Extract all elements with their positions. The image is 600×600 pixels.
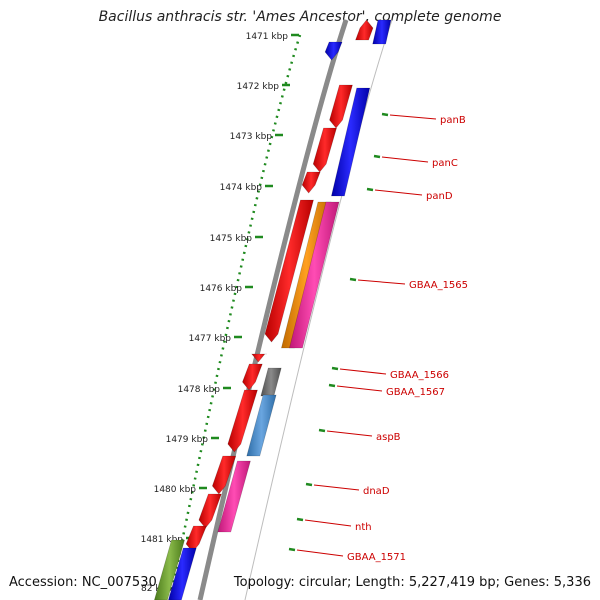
scale-tick-label: 82 kbp [141,584,172,594]
gene-label-leader [374,189,423,196]
gene-feature[interactable] [246,394,277,457]
gene-label[interactable]: GBAA_1566 [390,370,449,381]
gene-label-leader [296,549,344,557]
gene-feature[interactable] [154,539,185,600]
gene-label-tick [305,482,313,487]
gene-label-leader [304,519,352,527]
gene-labels: panB panC panD GBAA_1565 GBAA_1566 GBAA_1567a… [288,112,468,563]
genome-title: Bacillus anthracis str. 'Ames Ancestor',… [98,9,502,25]
gene-feature[interactable] [301,171,321,194]
gene-feature[interactable] [355,19,374,41]
scale-tick-label: 1481 kbp [141,535,184,545]
gene-label[interactable]: panD [426,191,453,202]
gene-label-tick [296,517,304,522]
gene-feature[interactable] [251,353,267,363]
gene-label[interactable]: GBAA_1567 [386,387,445,398]
lane-border [244,19,393,600]
gene-label[interactable]: dnaD [363,486,390,497]
gene-feature[interactable] [212,455,237,495]
scale-tick-label: 1477 kbp [189,334,232,344]
gene-label[interactable]: GBAA_1565 [409,280,468,291]
scale-tick-label: 1476 kbp [200,284,243,294]
gene-label-leader [339,368,387,375]
gene-feature[interactable] [217,460,251,533]
gene-feature[interactable] [227,389,258,453]
gene-label-tick [318,428,326,433]
gene-label-tick [381,112,389,117]
gene-feature[interactable] [198,493,222,529]
gene-label-leader [336,385,383,392]
gene-feature[interactable] [329,84,353,129]
gene-label-leader [326,430,373,437]
gene-label-tick [349,277,357,282]
gene-features [154,19,392,600]
gene-feature[interactable] [372,19,392,45]
gene-feature[interactable] [264,199,314,343]
gene-feature[interactable] [260,367,282,397]
scale-tick-label: 1480 kbp [154,485,197,495]
scale-tick-label: 1473 kbp [230,132,273,142]
scale-tick-label: 1478 kbp [178,385,221,395]
gene-feature[interactable] [331,87,371,197]
gene-label-tick [331,366,339,371]
genome-summary: Topology: circular; Length: 5,227,419 bp… [233,575,591,590]
gene-feature[interactable] [289,201,340,349]
scale-tick-label: 1475 kbp [210,234,253,244]
gene-feature[interactable] [324,41,343,61]
gene-label-tick [373,154,381,159]
gene-label-tick [366,187,374,192]
scale-ticks: 1471 kbp 1472 kbp 1473 kbp 1474 kbp 1475 kbp… [141,32,299,594]
gene-label-leader [381,156,429,163]
gene-label[interactable]: panB [440,115,466,126]
scale-ruler [168,34,302,600]
gene-label[interactable]: aspB [376,432,401,443]
gene-label[interactable]: GBAA_1571 [347,552,406,563]
scale-tick-label: 1474 kbp [220,183,263,193]
gene-label-tick [288,547,296,552]
genome-backbone [197,19,349,600]
scale-tick-label: 1471 kbp [246,32,289,42]
scale-tick-label: 1472 kbp [237,82,280,92]
gene-label[interactable]: nth [355,522,372,533]
gene-label-leader [313,484,360,491]
gene-feature[interactable] [312,127,337,173]
scale-tick-label: 1479 kbp [166,435,209,445]
gene-label-leader [389,114,437,120]
gene-label-tick [328,383,336,388]
gene-feature[interactable] [168,547,197,600]
accession-text: Accession: NC_007530 [9,575,157,590]
gene-feature[interactable] [242,363,263,391]
gene-label[interactable]: panC [432,158,458,169]
gene-label-leader [357,279,406,285]
